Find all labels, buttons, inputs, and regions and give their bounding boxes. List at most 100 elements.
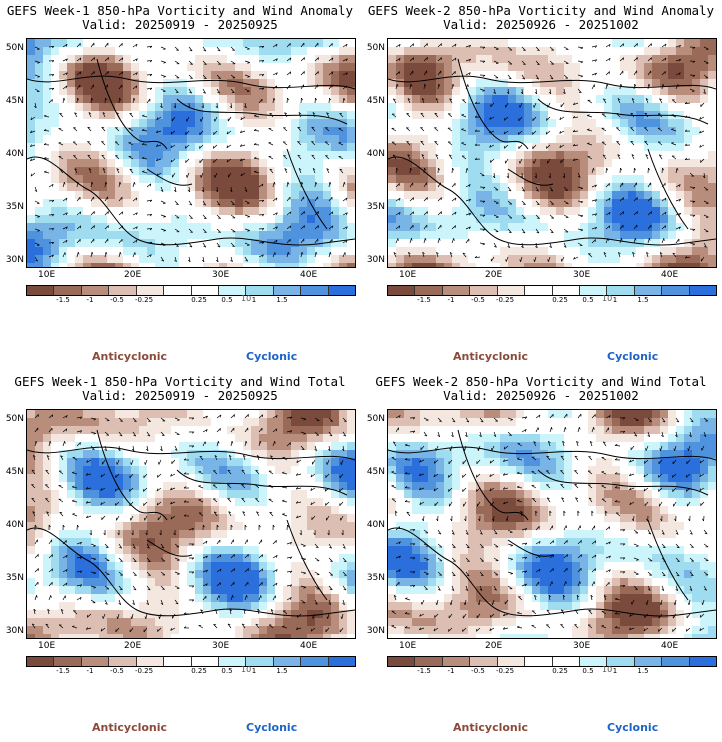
vorticity-cell [131,207,140,216]
vorticity-cell [516,79,525,88]
wind-arrow [230,200,235,205]
wind-arrow [284,112,288,118]
vorticity-cell [307,151,316,160]
vorticity-cell [235,458,244,467]
vorticity-cell [291,191,300,200]
vorticity-cell [388,143,397,152]
vorticity-cell [267,514,276,523]
vorticity-cell [267,255,276,264]
vorticity-cell [195,247,204,256]
vorticity-cell [75,434,84,443]
vorticity-cell [652,247,661,256]
vorticity-cell [259,530,268,539]
wind-arrow-head [121,71,124,75]
vorticity-cell [612,63,621,72]
wind-arrow [619,43,624,48]
wind-arrow-head [603,252,607,255]
vorticity-cell [484,215,493,224]
vorticity-cell [27,119,36,128]
vorticity-cell [500,215,509,224]
vorticity-cell [692,159,701,168]
vorticity-cell [620,183,629,192]
vorticity-cell [612,183,621,192]
vorticity-cell [524,127,533,136]
vorticity-cell [331,514,340,523]
wind-arrow [286,196,291,202]
vorticity-cell [588,55,597,64]
vorticity-cell [468,39,477,48]
wind-arrow-head [79,225,82,229]
wind-arrow [132,182,135,188]
vorticity-cell [203,410,212,419]
vorticity-cell [315,95,324,104]
wind-arrow-head [88,168,92,171]
wind-arrow-head [563,91,566,95]
wind-arrow [699,130,705,134]
vorticity-cell [275,231,284,240]
vorticity-cell [436,175,445,184]
wind-arrow-head [261,214,265,217]
wind-arrow [479,172,485,176]
wind-arrow [577,46,583,49]
wind-arrow [199,130,204,136]
vorticity-cell [43,87,52,96]
vorticity-cell [676,191,685,200]
vorticity-cell [211,538,220,547]
vorticity-cell [83,426,92,435]
vorticity-cell [428,79,437,88]
wind-arrow [449,252,453,258]
vorticity-cell [307,47,316,56]
wind-arrow-head [572,129,576,133]
vorticity-cell [315,474,324,483]
vorticity-cell [235,498,244,507]
vorticity-cell [644,191,653,200]
vorticity-cell [227,263,236,267]
vorticity-cell [708,143,716,152]
vorticity-cell [315,215,324,224]
wind-arrow [132,197,138,202]
vorticity-cell [203,191,212,200]
vorticity-cell [612,255,621,264]
vorticity-cell [115,546,124,555]
vorticity-cell [460,215,469,224]
vorticity-cell [187,482,196,491]
vorticity-cell [107,255,116,264]
vorticity-cell [460,239,469,248]
vorticity-cell [283,514,292,523]
colorbar-tick-label: -1 [447,296,455,304]
vorticity-cell [27,458,36,467]
vorticity-cell [556,167,565,176]
wind-arrow [619,197,624,202]
vorticity-cell [412,223,421,232]
vorticity-cell [299,87,308,96]
vorticity-cell [508,95,517,104]
wind-arrow [146,74,153,76]
wind-arrow-head [438,83,441,87]
wind-arrow-head [311,154,315,157]
vorticity-cell [339,111,348,120]
vorticity-cell [243,442,252,451]
wind-arrow-head [684,101,688,105]
vorticity-cell [211,498,220,507]
vorticity-cell [75,514,84,523]
vorticity-cell [43,199,52,208]
vorticity-cell [187,151,196,160]
vorticity-cell [139,223,148,232]
vorticity-cell [291,474,300,483]
vorticity-cell [323,183,332,192]
wind-arrow-head [201,259,205,263]
vorticity-cell [412,111,421,120]
vorticity-cell [179,578,188,587]
vorticity-cell [291,450,300,459]
vorticity-cell [227,199,236,208]
vorticity-cell [67,586,76,595]
vorticity-cell [267,450,276,459]
vorticity-cell [43,570,52,579]
coastline [388,156,716,246]
vorticity-cell [227,231,236,240]
wind-arrow-head [659,98,662,101]
wind-arrow [188,228,193,233]
vorticity-cell [612,175,621,184]
vorticity-cell [291,570,300,579]
wind-arrow-head [435,98,439,101]
